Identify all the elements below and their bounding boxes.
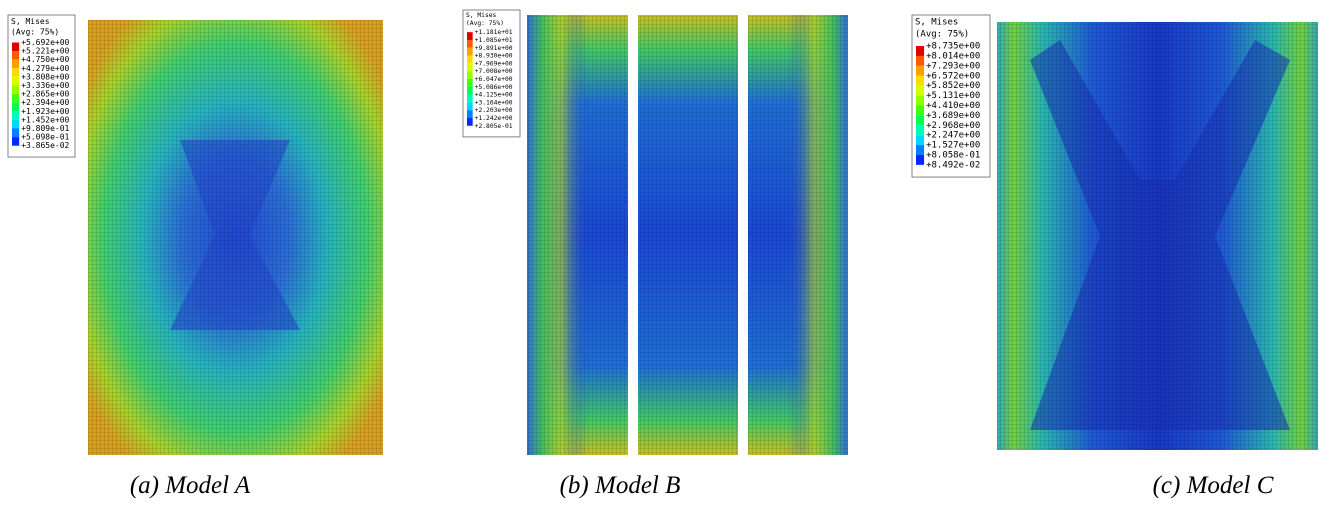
legend-level: +2.805e-01	[475, 123, 513, 130]
legend-swatch	[467, 102, 473, 111]
legend-box	[911, 14, 991, 178]
legend-level: +2.203e+00	[475, 107, 513, 114]
legend-swatch	[12, 111, 20, 120]
legend-level: +7.969e+00	[475, 60, 513, 67]
legend-swatch	[12, 102, 20, 112]
legend-level: +8.492e-02	[926, 160, 980, 170]
legend-swatch	[916, 135, 925, 146]
legend-level: +9.809e-01	[21, 124, 69, 133]
legend-subtitle: (Avg: 75%)	[466, 20, 504, 27]
plate-a	[88, 20, 383, 455]
legend-swatch	[467, 71, 473, 79]
legend: S, Mises(Avg: 75%)+5.692e+00+5.221e+00+4…	[7, 14, 76, 158]
legend-title: S, Mises	[466, 12, 497, 19]
legend-level: +3.808e+00	[21, 72, 69, 81]
legend-swatch	[467, 32, 473, 40]
caption: (c) Model C	[1152, 472, 1274, 499]
legend-swatch	[916, 85, 925, 96]
legend-level: +1.085e+01	[475, 37, 513, 44]
legend-level: +7.293e+00	[926, 61, 980, 71]
plate-b	[527, 15, 848, 455]
legend: S, Mises(Avg: 75%) +8.735e+00+8.014e+00+7…	[911, 14, 991, 178]
legend-level: +5.852e+00	[926, 81, 980, 91]
legend-swatch	[12, 85, 20, 95]
legend-swatch	[467, 63, 473, 72]
legend-swatch	[467, 117, 473, 126]
legend-swatch	[467, 78, 473, 87]
legend-swatch	[916, 125, 925, 136]
legend-level: +2.247e+00	[926, 131, 980, 141]
legend-level: +1.452e+00	[21, 115, 69, 124]
legend-title: S, Mises	[915, 18, 958, 28]
legend-swatch	[12, 128, 20, 138]
legend-swatch	[12, 68, 20, 77]
legend-level: +8.058e-01	[926, 150, 980, 160]
legend-level: +1.527e+00	[926, 141, 980, 151]
legend-swatch	[467, 94, 473, 103]
legend-level: +8.930e+00	[475, 53, 513, 60]
legend-subtitle: (Avg: 75%)	[915, 29, 969, 39]
legend-swatch	[916, 115, 925, 126]
legend-level: +5.221e+00	[21, 47, 69, 56]
legend-swatch	[916, 154, 925, 165]
legend-level: +7.008e+00	[475, 68, 513, 75]
legend-swatch	[916, 75, 925, 86]
contour-plots: S, Mises(Avg: 75%)+5.692e+00+5.221e+00+4…	[7, 9, 1318, 455]
legend-swatch	[916, 46, 925, 56]
legend-level: +1.242e+00	[475, 115, 513, 122]
legend-swatch	[916, 65, 925, 76]
legend-level: +2.865e+00	[21, 90, 69, 99]
legend-level: +8.735e+00	[926, 42, 980, 52]
legend-level: +5.086e+00	[475, 84, 513, 91]
legend-level: +4.279e+00	[21, 64, 69, 73]
legend-level: +2.968e+00	[926, 121, 980, 131]
legend-level: +8.014e+00	[926, 51, 980, 61]
legend-level: +3.689e+00	[926, 111, 980, 121]
caption: (b) Model B	[559, 472, 681, 499]
legend-level: +3.164e+00	[475, 99, 513, 106]
caption: (a) Model A	[129, 472, 251, 499]
legend-swatch	[12, 59, 20, 69]
legend-swatch	[12, 137, 20, 146]
legend-level: +6.572e+00	[926, 71, 980, 81]
legend-swatch	[12, 94, 20, 103]
legend-swatch	[467, 86, 473, 95]
legend-level: +9.891e+00	[475, 45, 513, 52]
plate-c	[997, 22, 1318, 450]
legend-swatch	[12, 51, 20, 60]
legend-level: +5.098e-01	[21, 133, 69, 142]
legend-swatch	[916, 55, 925, 66]
legend-swatch	[467, 47, 473, 56]
legend-level: +4.750e+00	[21, 55, 69, 64]
legend-swatch	[12, 119, 20, 129]
legend-level: +3.336e+00	[21, 81, 69, 90]
legend-level: +1.181e+01	[475, 29, 513, 36]
legend-swatch	[467, 55, 473, 64]
legend-level: +4.125e+00	[475, 92, 513, 99]
legend-level: +3.865e-02	[21, 141, 69, 150]
legend: S, Mises(Avg: 75%) +1.181e+01+1.085e+01+9…	[462, 9, 521, 138]
legend-swatch	[916, 145, 925, 155]
legend-level: +4.410e+00	[926, 101, 980, 111]
legend-level: +5.692e+00	[21, 38, 69, 47]
legend-swatch	[467, 110, 473, 118]
legend-level: +1.923e+00	[21, 107, 69, 116]
legend-swatch	[467, 39, 473, 48]
legend-subtitle: (Avg: 75%)	[11, 27, 59, 36]
legend-swatch	[916, 95, 925, 106]
legend-title: S, Mises	[11, 17, 50, 26]
legend-level: +6.047e+00	[475, 76, 513, 83]
legend-swatch	[12, 76, 20, 86]
legend-level: +5.131e+00	[926, 91, 980, 101]
legend-swatch	[12, 42, 20, 52]
legend-swatch	[916, 105, 925, 116]
legend-level: +2.394e+00	[21, 98, 69, 107]
